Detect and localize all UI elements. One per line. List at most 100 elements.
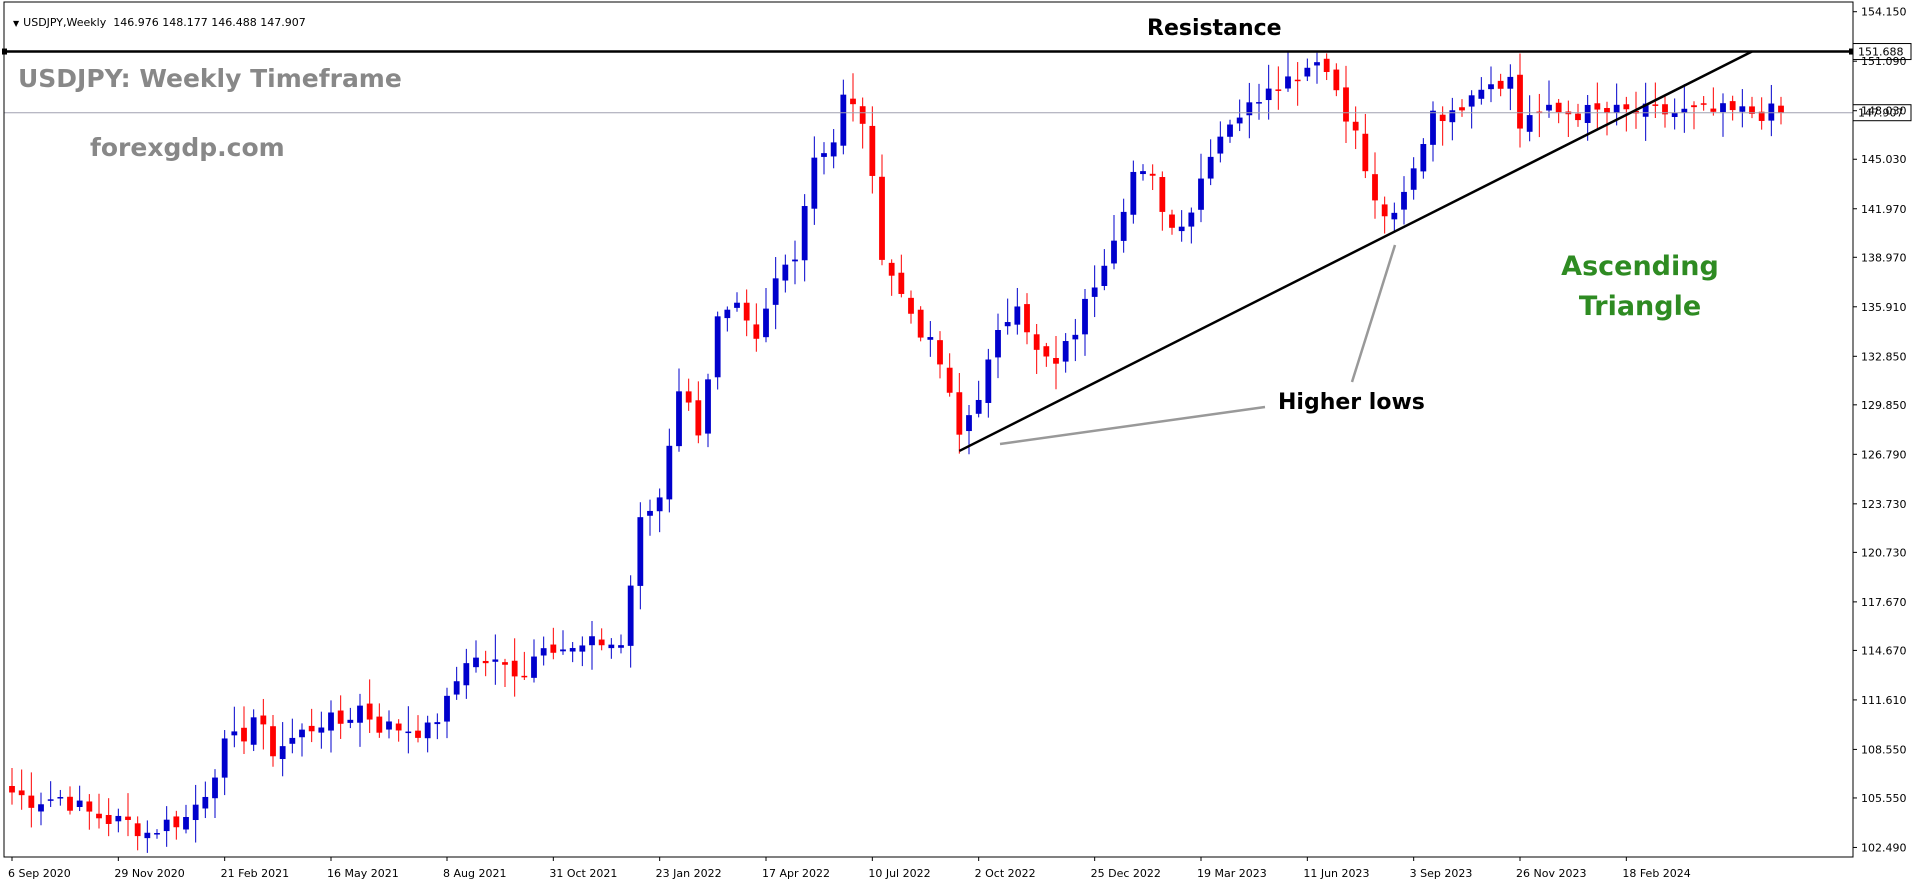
candle-body (1120, 211, 1127, 241)
candle-body (917, 309, 924, 338)
y-tick-label: 138.970 (1861, 251, 1907, 264)
candle-body (1497, 80, 1504, 89)
candle-body (386, 721, 392, 730)
candle-body (946, 367, 953, 393)
pattern-label-line2: Triangle (1578, 291, 1702, 322)
candle-body (927, 337, 934, 340)
y-tick-label: 120.730 (1861, 546, 1907, 559)
y-tick-label: 151.090 (1861, 55, 1907, 68)
candle-body (231, 731, 238, 736)
candle-body (453, 681, 460, 695)
candle-body (772, 278, 779, 305)
candle-body (463, 663, 470, 686)
candle-body (1101, 265, 1108, 286)
candle-body (1236, 117, 1243, 124)
candle-body (850, 98, 856, 105)
candle-body (1343, 87, 1349, 122)
candle-body (579, 645, 586, 652)
ascending-trendline[interactable] (958, 50, 1753, 453)
x-tick-label: 2 Oct 2022 (975, 867, 1036, 880)
candle-body (1188, 212, 1195, 227)
candle-body (1575, 113, 1581, 121)
candle-body (144, 832, 151, 839)
candle-body (86, 801, 93, 812)
candle-body (1642, 103, 1649, 117)
candle-body (241, 727, 247, 742)
candle-body (405, 731, 412, 734)
resistance-handle-right[interactable] (1849, 48, 1854, 55)
y-tick-label: 132.850 (1861, 350, 1907, 363)
pattern-label: Ascending Triangle (1548, 247, 1732, 327)
candle-body (434, 722, 441, 725)
candle-body (1265, 88, 1272, 101)
candle-body (589, 636, 595, 646)
pattern-label-line1: Ascending (1561, 251, 1719, 282)
candle-body (1024, 304, 1030, 333)
candle-body (792, 259, 798, 262)
candle-body (1671, 112, 1678, 117)
candle-body (1178, 226, 1185, 232)
candle-body (676, 391, 682, 447)
candle-body (598, 639, 605, 646)
candle-body (337, 710, 344, 724)
candle-body (1362, 133, 1369, 172)
candle-body (308, 725, 315, 732)
candle-body (424, 722, 431, 739)
overlay-lines: 147.907 151.688 (2, 43, 1912, 453)
candle-body (753, 324, 760, 339)
x-tick-label: 21 Feb 2021 (221, 867, 289, 880)
higher-lows-pointer-1 (999, 405, 1266, 446)
candle-body (1372, 174, 1378, 201)
x-tick-label: 16 May 2021 (327, 867, 399, 880)
x-tick-label: 19 Mar 2023 (1197, 867, 1267, 880)
x-tick-label: 8 Aug 2021 (443, 867, 506, 880)
higher-lows-pointer-2 (1350, 244, 1397, 383)
candle-body (1227, 124, 1233, 137)
resistance-label: Resistance (1147, 16, 1282, 41)
candle-body (192, 804, 199, 821)
candle-body (1072, 334, 1079, 340)
candle-body (569, 648, 576, 652)
candle-body (888, 262, 895, 276)
candle-body (714, 316, 721, 378)
candle-body (289, 737, 296, 744)
candle-body (1749, 106, 1755, 114)
candle-body (1449, 110, 1456, 123)
candle-body (1391, 212, 1398, 220)
candle-body (1256, 102, 1262, 104)
candle-body (618, 645, 624, 648)
candle-body (937, 340, 943, 365)
candle-body (685, 391, 692, 403)
dropdown-triangle-icon[interactable]: ▼ (13, 19, 20, 28)
candle-body (67, 796, 73, 811)
x-tick-label: 10 Jul 2022 (868, 867, 930, 880)
candle-body (1584, 104, 1591, 123)
candle-body (1594, 103, 1601, 110)
candle-body (395, 723, 402, 731)
candle-body (1517, 74, 1523, 129)
candle-body (724, 309, 731, 319)
candle-body (183, 817, 189, 830)
x-tick-label: 31 Oct 2021 (549, 867, 617, 880)
candle-body (1159, 177, 1166, 212)
x-tick-label: 3 Sep 2023 (1410, 867, 1473, 880)
candle-body (212, 777, 218, 799)
candle-body (985, 359, 992, 403)
candle-body (975, 399, 982, 414)
candle-body (250, 717, 257, 745)
candle-body (743, 302, 750, 321)
candle-body (502, 662, 508, 665)
ohlc-open: 146.976 (113, 16, 159, 29)
candle-body (1169, 214, 1175, 228)
candle-body (1507, 76, 1514, 89)
y-tick-label: 145.030 (1861, 153, 1907, 166)
candle-body (1478, 89, 1485, 99)
candle-body (1333, 69, 1340, 91)
candle-body (656, 497, 663, 512)
candle-body (869, 125, 876, 176)
candle-body (1691, 105, 1697, 108)
candle-body (647, 510, 653, 516)
candle-body (154, 833, 160, 835)
candle-body (347, 719, 354, 723)
candle-body (1623, 104, 1630, 110)
